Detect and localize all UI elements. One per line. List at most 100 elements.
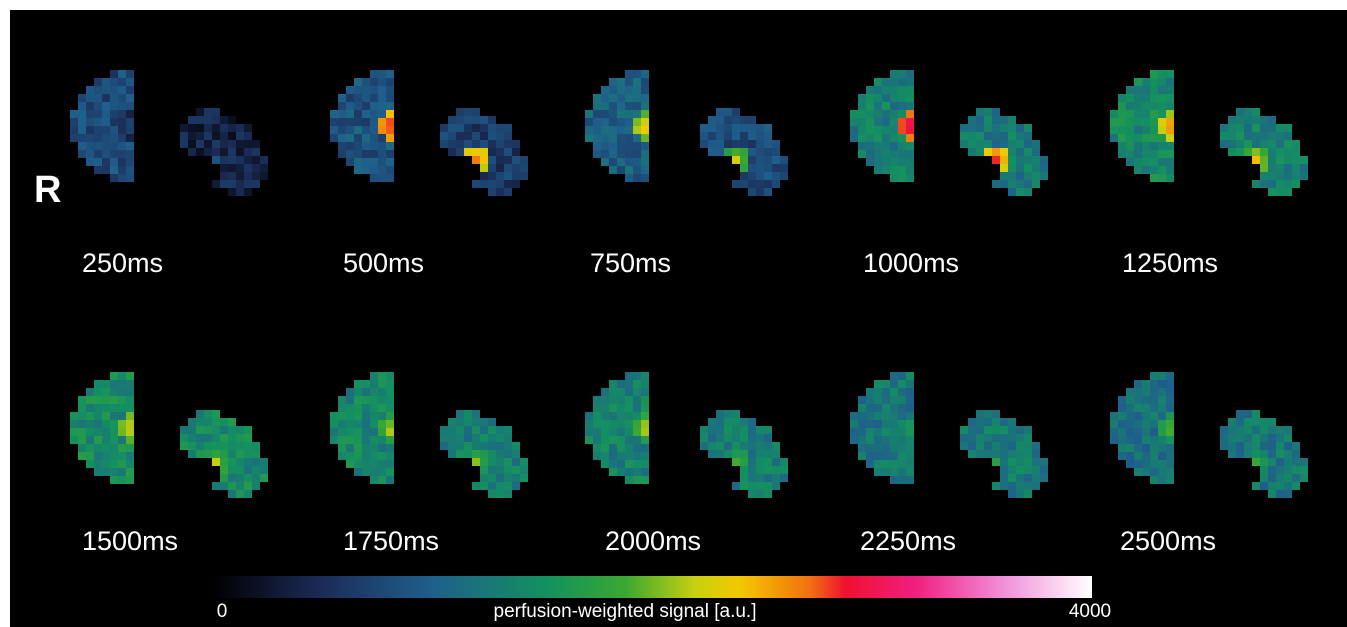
pixel: [976, 140, 984, 148]
pixel: [1110, 110, 1118, 118]
pixel: [188, 116, 196, 124]
pixel: [1142, 134, 1150, 142]
pixel: [1158, 452, 1166, 460]
pixel: [1032, 156, 1040, 164]
pixel: [346, 150, 354, 158]
pixel: [236, 140, 244, 148]
pixel: [1134, 134, 1142, 142]
pixel: [756, 164, 764, 172]
pixel: [220, 466, 228, 474]
pixel: [362, 436, 370, 444]
pixel: [740, 164, 748, 172]
pixel: [346, 412, 354, 420]
pixel: [1268, 426, 1276, 434]
pixel: [1024, 156, 1032, 164]
pixel: [252, 458, 260, 466]
pixel: [118, 452, 126, 460]
pixel: [1000, 482, 1008, 490]
pixel: [764, 188, 772, 196]
pixel: [354, 444, 362, 452]
pixel: [338, 436, 346, 444]
pixel: [641, 150, 649, 158]
pixel: [716, 410, 724, 418]
pixel: [346, 404, 354, 412]
pixel: [772, 458, 780, 466]
pixel: [1284, 124, 1292, 132]
pixel: [874, 388, 882, 396]
pixel: [464, 108, 472, 116]
pixel: [126, 396, 134, 404]
pixel: [362, 86, 370, 94]
pixel: [1142, 404, 1150, 412]
pixel: [641, 110, 649, 118]
pixel: [976, 450, 984, 458]
pixel: [118, 372, 126, 380]
pixel: [78, 420, 86, 428]
pixel: [126, 388, 134, 396]
pixel: [386, 70, 394, 78]
pixel: [1008, 164, 1016, 172]
pixel: [188, 148, 196, 156]
pixel: [1166, 380, 1174, 388]
pixel: [1292, 156, 1300, 164]
pixel: [882, 396, 890, 404]
pixel: [625, 468, 633, 476]
pixel: [1024, 188, 1032, 196]
pixel: [354, 78, 362, 86]
pixel: [362, 468, 370, 476]
pixel: [1244, 124, 1252, 132]
pixel: [633, 380, 641, 388]
pixel: [180, 140, 188, 148]
pixel: [110, 142, 118, 150]
pixel: [472, 434, 480, 442]
pixel: [1244, 132, 1252, 140]
pixel: [1260, 458, 1268, 466]
pixel: [1166, 126, 1174, 134]
pixel: [1126, 396, 1134, 404]
pixel: [1260, 180, 1268, 188]
pixel: [118, 158, 126, 166]
pixel: [601, 420, 609, 428]
pixel: [609, 412, 617, 420]
pixel: [625, 94, 633, 102]
pixel: [976, 418, 984, 426]
pixel: [386, 174, 394, 182]
pixel: [448, 434, 456, 442]
pixel: [609, 428, 617, 436]
pixel: [1260, 474, 1268, 482]
pixel: [354, 86, 362, 94]
pixel: [448, 116, 456, 124]
pixel: [890, 150, 898, 158]
pixel: [633, 174, 641, 182]
pixel: [641, 126, 649, 134]
pixel: [1236, 410, 1244, 418]
pixel: [633, 158, 641, 166]
pixel: [110, 126, 118, 134]
pixel: [968, 116, 976, 124]
pixel: [1118, 150, 1126, 158]
pixel: [1016, 124, 1024, 132]
pixel: [520, 164, 528, 172]
pixel: [1016, 490, 1024, 498]
pixel: [601, 134, 609, 142]
pixel: [1166, 110, 1174, 118]
pixel: [346, 420, 354, 428]
pixel: [858, 134, 866, 142]
pixel: [1244, 418, 1252, 426]
pixel: [440, 442, 448, 450]
pixel: [480, 418, 488, 426]
pixel: [346, 86, 354, 94]
pixel: [1166, 372, 1174, 380]
pixel: [1000, 450, 1008, 458]
pixel: [1260, 442, 1268, 450]
pixel: [520, 458, 528, 466]
pixel: [126, 380, 134, 388]
pixel: [1024, 458, 1032, 466]
pixel: [882, 436, 890, 444]
pixel: [1292, 474, 1300, 482]
pixel: [633, 444, 641, 452]
pixel: [625, 70, 633, 78]
pixel: [898, 444, 906, 452]
pixel: [520, 466, 528, 474]
pixel: [906, 70, 914, 78]
